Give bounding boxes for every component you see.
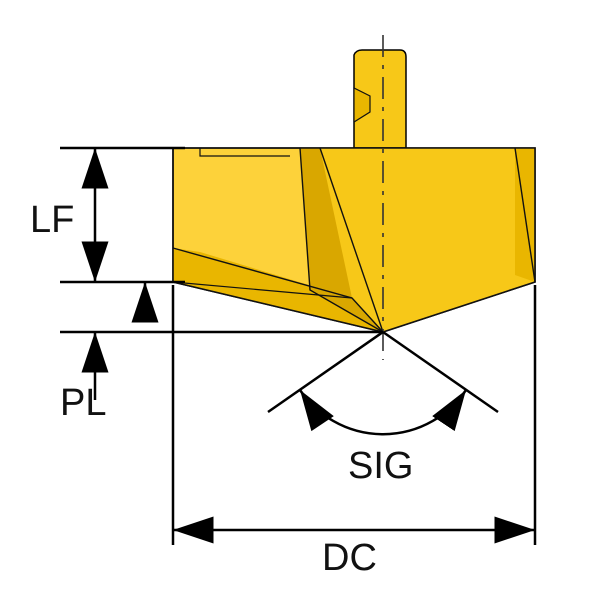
tool-body — [173, 50, 535, 332]
dim-DC: DC — [173, 285, 535, 579]
dim-LF: LF — [30, 148, 185, 282]
dim-SIG: SIG — [268, 332, 498, 487]
label-LF: LF — [30, 199, 74, 241]
label-DC: DC — [322, 537, 377, 579]
label-PL: PL — [60, 382, 106, 424]
label-SIG: SIG — [348, 445, 413, 487]
